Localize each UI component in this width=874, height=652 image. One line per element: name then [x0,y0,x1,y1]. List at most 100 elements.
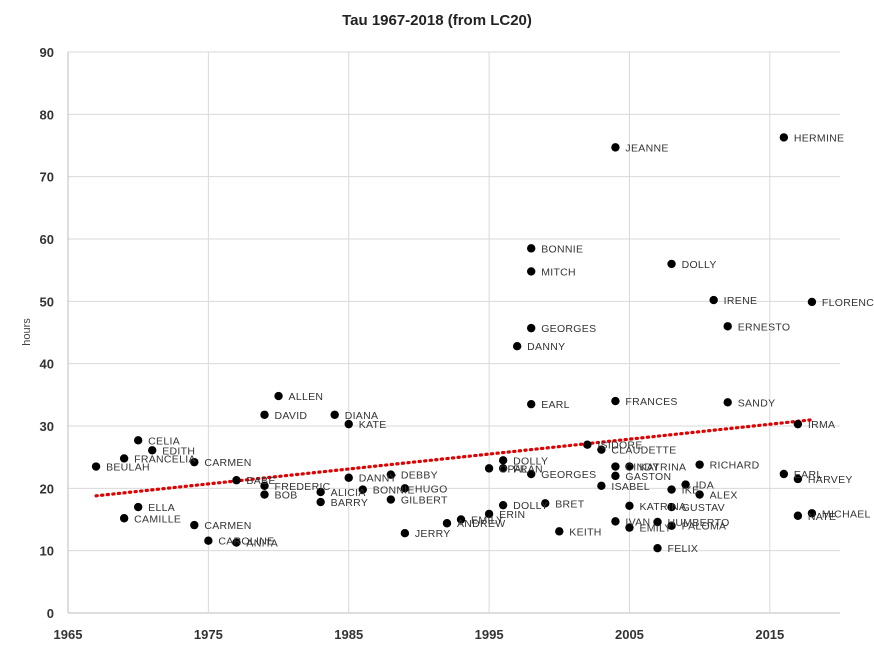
data-label: BARRY [331,497,369,509]
x-tick-label: 1985 [334,627,363,642]
data-label: FLORENCE [822,297,874,309]
data-label: DAVID [275,410,308,422]
data-point [793,474,803,484]
data-point [232,476,241,485]
data-point [653,543,662,553]
data-label: KATRINA [639,462,686,474]
data-label: DOLLY [682,259,717,271]
data-point [316,487,325,497]
data-point [330,410,339,419]
data-label: ANDREW [457,518,505,530]
data-point [779,469,789,479]
x-tick-label: 1975 [194,627,223,642]
data-label: ELLA [148,502,175,514]
data-label: CLAUDETTE [611,445,676,457]
data-label: FRANCELIA [134,453,196,465]
data-label: IKE [682,485,700,497]
data-label: EDITH [162,445,195,457]
data-point [386,495,396,504]
data-point [260,481,269,491]
data-label: SANDY [738,397,776,409]
data-label: ALICIA [331,487,366,499]
data-point [793,511,803,520]
data-point [611,471,620,481]
y-tick-label: 40 [40,357,54,372]
data-point [274,391,283,401]
data-point [400,529,410,538]
data-point [386,470,396,479]
y-tick-label: 0 [47,606,54,621]
data-label: GEORGES [541,323,596,335]
data-label: MICHAEL [822,508,871,520]
data-label: DOLLY [513,500,548,512]
data-point [456,515,466,524]
data-label: GUSTAV [682,502,725,514]
data-label: DOLLY [513,455,548,467]
data-point [442,519,452,528]
data-label: HUGO [415,483,448,495]
data-label: FRANCES [625,396,677,408]
data-label: CAROLINE [218,536,274,548]
y-tick-label: 90 [40,45,54,60]
y-axis-title: hours [21,318,33,346]
data-points [91,133,817,553]
trendline-layer [94,418,814,498]
data-label: DIANA [345,410,379,422]
data-label: CARMEN [204,457,251,469]
data-label: BEULAH [106,462,150,474]
data-point [498,500,508,510]
x-tick-label: 2015 [755,627,784,642]
data-label: BONNIE [373,485,415,497]
x-tick-label: 2005 [615,627,644,642]
data-point [611,462,620,471]
data-label: EMILY [639,523,671,535]
data-label: EARL [541,399,570,411]
data-label: HUMBERTO [668,517,730,529]
data-point [653,517,662,527]
data-label: DANNY [527,341,565,353]
data-label: ISABEL [611,481,650,493]
data-point [807,297,817,307]
data-point [611,143,620,152]
data-point [91,462,101,471]
data-label: EARL [794,469,823,481]
data-point [625,523,634,532]
data-point [527,323,536,333]
data-point [358,485,367,494]
data-point [723,398,732,407]
data-label: JEANNE [625,142,668,154]
data-label: CINDY [625,462,659,474]
data-label: RICHARD [710,460,760,472]
y-tick-label: 20 [40,481,54,496]
data-point [807,509,817,518]
data-point [695,460,704,469]
data-point [681,480,690,489]
y-tick-label: 80 [40,107,54,122]
data-label: IVAN [625,516,650,528]
y-tick-label: 60 [40,232,54,247]
data-point [667,521,676,530]
data-point [512,342,522,351]
data-point [400,484,410,493]
data-point [344,473,353,482]
data-label: IDA [696,480,714,492]
data-label: HERMINE [794,132,845,144]
data-label: BONNIE [541,243,583,255]
data-label: BABE [246,475,275,487]
data-point [625,501,634,510]
data-label: ALLEN [289,391,324,403]
data-label: KATRINA [639,501,686,513]
data-label: ERNESTO [738,321,791,333]
data-label: IRENE [724,295,758,307]
data-label: MITCH [541,266,576,278]
chart-title: Tau 1967-2018 (from LC20) [342,12,532,29]
data-label: ALEX [710,490,738,502]
data-point [695,490,704,499]
data-point [498,464,508,473]
data-point [709,295,718,305]
data-point [527,469,536,479]
data-label: ANITA [246,538,278,550]
data-label: KEITH [569,526,601,538]
data-label: BRET [555,498,584,510]
